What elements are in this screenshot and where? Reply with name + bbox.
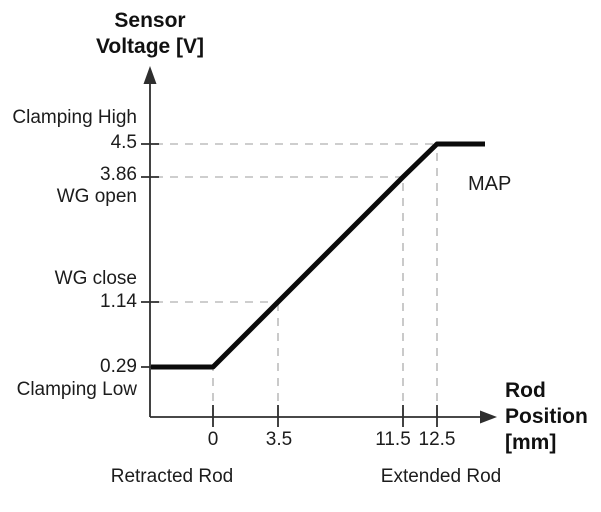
x-axis-arrow bbox=[480, 410, 497, 424]
x-axis-title: Rod Position [mm] bbox=[505, 379, 588, 454]
x-tick-label-12.5: 12.5 bbox=[418, 429, 456, 450]
map-transfer-curve bbox=[151, 141, 485, 370]
y-axis-title: Sensor Voltage [V] bbox=[95, 9, 205, 58]
y-tick-label-0.29: 0.29 bbox=[100, 356, 137, 377]
label-clamping-low: Clamping Low bbox=[16, 379, 137, 400]
y-tick-label-3.86: 3.86 bbox=[100, 164, 137, 185]
label-wg-close: WG close bbox=[54, 268, 137, 289]
label-clamping-high: Clamping High bbox=[12, 107, 137, 128]
label-wg-open: WG open bbox=[56, 186, 137, 207]
y-axis-arrow bbox=[143, 66, 157, 84]
y-tick-label-4.5: 4.5 bbox=[110, 132, 137, 153]
series-label-map: MAP bbox=[468, 173, 512, 195]
y-tick-label-1.14: 1.14 bbox=[100, 291, 137, 312]
label-extended-rod: Extended Rod bbox=[380, 466, 502, 487]
x-tick-label-3.5: 3.5 bbox=[265, 429, 293, 450]
x-tick-label-11.5: 11.5 bbox=[375, 429, 411, 450]
label-retracted-rod: Retracted Rod bbox=[110, 466, 234, 487]
x-tick-label-0: 0 bbox=[207, 429, 219, 450]
